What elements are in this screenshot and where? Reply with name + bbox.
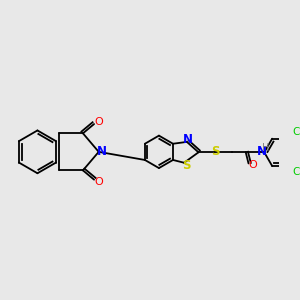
Text: N: N (97, 146, 106, 158)
Text: O: O (94, 176, 103, 187)
Text: Cl: Cl (292, 127, 300, 137)
Text: N: N (183, 133, 193, 146)
Text: N: N (256, 145, 266, 158)
Text: H: H (262, 143, 270, 153)
Text: S: S (182, 159, 190, 172)
Text: Cl: Cl (292, 167, 300, 177)
Text: O: O (94, 117, 103, 127)
Text: S: S (211, 145, 219, 158)
Text: O: O (249, 160, 257, 170)
